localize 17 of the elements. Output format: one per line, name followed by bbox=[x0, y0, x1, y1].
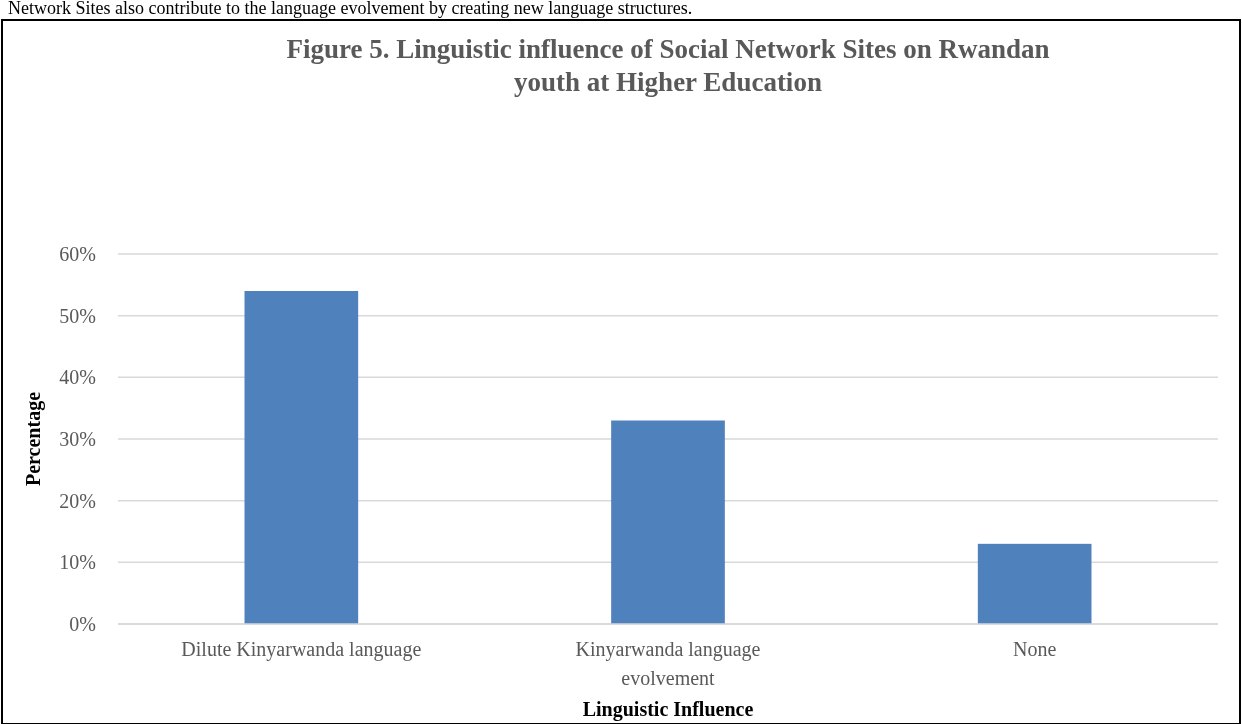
bar bbox=[611, 420, 725, 624]
y-tick-label: 0% bbox=[69, 613, 96, 635]
y-axis-title: Percentage bbox=[22, 391, 45, 487]
y-tick-label: 40% bbox=[59, 366, 96, 389]
y-tick-label: 60% bbox=[59, 243, 96, 265]
text: Network Sites also contribute to the language evolvement by creating new language structures. bbox=[8, 0, 693, 18]
bar bbox=[977, 543, 1092, 624]
x-tick-label: None bbox=[1013, 638, 1057, 660]
x-tick-label: Kinyarwanda language evolvement bbox=[575, 638, 761, 689]
x-tick-label: Dilute Kinyarwanda language bbox=[181, 638, 422, 661]
chart-title: Figure 5. Linguistic influence of Social Network Sites on Rwandan youth at Higher Education bbox=[286, 34, 1050, 97]
y-tick-label: 30% bbox=[59, 428, 96, 450]
bar bbox=[244, 291, 359, 624]
y-tick-label: 10% bbox=[59, 551, 96, 574]
y-tick-label: 50% bbox=[59, 304, 96, 327]
y-tick-label: 20% bbox=[59, 489, 96, 512]
x-axis-title: Linguistic Influence bbox=[582, 698, 754, 721]
